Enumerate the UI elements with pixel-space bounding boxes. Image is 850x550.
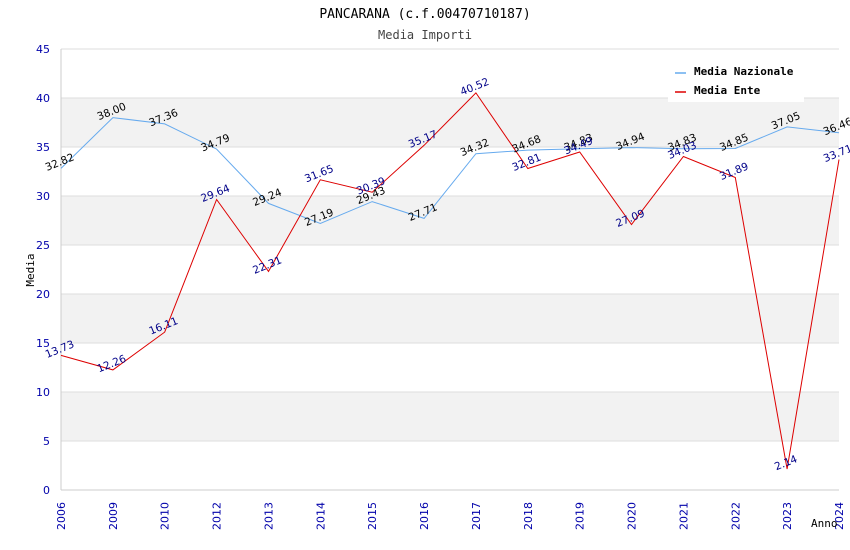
- x-tick-label: 2013: [262, 502, 275, 530]
- y-tick-label: 30: [36, 190, 50, 203]
- plot-background: [61, 49, 839, 490]
- legend: Media Nazionale Media Ente: [668, 60, 804, 102]
- legend-entry-media-nazionale: Media Nazionale: [694, 65, 794, 78]
- x-tick-label: 2024: [833, 502, 846, 530]
- legend-box: [668, 60, 804, 102]
- plot-band: [61, 147, 839, 196]
- y-tick-label: 40: [36, 92, 50, 105]
- x-tick-label: 2014: [314, 502, 327, 530]
- x-tick-label: 2023: [781, 502, 794, 530]
- x-tick-label: 2021: [677, 502, 690, 530]
- chart-title: PANCARANA (c.f.00470710187): [319, 7, 530, 22]
- plot-band: [61, 245, 839, 294]
- x-tick-label: 2012: [211, 502, 224, 530]
- plot-band: [61, 294, 839, 343]
- y-tick-label: 15: [36, 337, 50, 350]
- plot-band: [61, 98, 839, 147]
- x-axis-label: Anno: [811, 517, 838, 530]
- y-tick-label: 45: [36, 43, 50, 56]
- chart-subtitle: Media Importi: [378, 28, 472, 42]
- x-tick-label: 2006: [55, 502, 68, 530]
- y-tick-label: 20: [36, 288, 50, 301]
- plot-band: [61, 343, 839, 392]
- axes: [60, 49, 839, 491]
- series-line-media-ente: [60, 92, 840, 470]
- x-tick-label: 2015: [366, 502, 379, 530]
- y-axis-label: Media: [24, 253, 37, 286]
- x-tick-label: 2022: [729, 502, 742, 530]
- x-axis-ticks: 2006 2009 2010 2012 2013 2014 2015 2016 2017 2018…: [55, 502, 846, 530]
- y-tick-label: 10: [36, 386, 50, 399]
- plot-band: [61, 196, 839, 245]
- y-tick-label: 35: [36, 141, 50, 154]
- y-axis-ticks: 0 5 10 15 20 25 30 35 40 45: [36, 43, 50, 497]
- x-tick-label: 2010: [159, 502, 172, 530]
- x-tick-label: 2016: [418, 502, 431, 530]
- x-tick-label: 2009: [107, 502, 120, 530]
- x-tick-label: 2017: [470, 502, 483, 530]
- gridlines: [61, 48, 839, 491]
- y-tick-label: 25: [36, 239, 50, 252]
- x-tick-label: 2018: [522, 502, 535, 530]
- plot-band: [61, 392, 839, 441]
- series-line-media-nazionale: [60, 117, 840, 225]
- x-tick-label: 2019: [574, 502, 587, 530]
- x-tick-label: 2020: [626, 502, 639, 530]
- legend-entry-media-ente: Media Ente: [694, 84, 761, 97]
- series-lines: [60, 92, 840, 470]
- plot-band: [61, 441, 839, 490]
- y-tick-label: 0: [43, 484, 50, 497]
- y-tick-label: 5: [43, 435, 50, 448]
